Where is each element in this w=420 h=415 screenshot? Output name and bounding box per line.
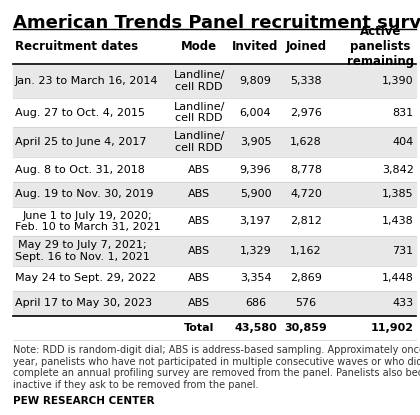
Text: PEW RESEARCH CENTER: PEW RESEARCH CENTER xyxy=(13,396,154,406)
Text: Landline/
cell RDD: Landline/ cell RDD xyxy=(173,132,225,153)
Text: 11,902: 11,902 xyxy=(371,323,414,333)
Text: Joined: Joined xyxy=(285,40,326,53)
Text: 2,812: 2,812 xyxy=(290,217,322,227)
Text: 731: 731 xyxy=(393,246,414,256)
Text: 3,905: 3,905 xyxy=(240,137,271,147)
Text: American Trends Panel recruitment surveys: American Trends Panel recruitment survey… xyxy=(13,14,420,32)
Text: 4,720: 4,720 xyxy=(290,189,322,199)
Text: Recruitment dates: Recruitment dates xyxy=(15,40,138,53)
Text: 9,396: 9,396 xyxy=(240,164,271,175)
Text: 5,900: 5,900 xyxy=(240,189,271,199)
Text: 433: 433 xyxy=(393,298,414,308)
Text: 2,976: 2,976 xyxy=(290,107,322,117)
Text: Landline/
cell RDD: Landline/ cell RDD xyxy=(173,70,225,92)
Text: Aug. 19 to Nov. 30, 2019: Aug. 19 to Nov. 30, 2019 xyxy=(15,189,153,199)
Text: 1,438: 1,438 xyxy=(382,217,414,227)
Text: 3,197: 3,197 xyxy=(240,217,271,227)
Text: 831: 831 xyxy=(393,107,414,117)
Text: Active
panelists
remaining: Active panelists remaining xyxy=(346,25,414,68)
Text: Invited: Invited xyxy=(232,40,279,53)
Text: 30,859: 30,859 xyxy=(285,323,327,333)
Text: May 24 to Sept. 29, 2022: May 24 to Sept. 29, 2022 xyxy=(15,273,156,283)
Text: Note: RDD is random-digit dial; ABS is address-based sampling. Approximately onc: Note: RDD is random-digit dial; ABS is a… xyxy=(13,345,420,390)
Text: Landline/
cell RDD: Landline/ cell RDD xyxy=(173,102,225,123)
Text: 8,778: 8,778 xyxy=(290,164,322,175)
Text: 43,580: 43,580 xyxy=(234,323,277,333)
Text: May 29 to July 7, 2021;
Sept. 16 to Nov. 1, 2021: May 29 to July 7, 2021; Sept. 16 to Nov.… xyxy=(15,240,150,262)
Text: ABS: ABS xyxy=(188,189,210,199)
Text: April 25 to June 4, 2017: April 25 to June 4, 2017 xyxy=(15,137,146,147)
Text: Aug. 8 to Oct. 31, 2018: Aug. 8 to Oct. 31, 2018 xyxy=(15,164,144,175)
Text: 404: 404 xyxy=(392,137,414,147)
Text: 6,004: 6,004 xyxy=(240,107,271,117)
Text: Jan. 23 to March 16, 2014: Jan. 23 to March 16, 2014 xyxy=(15,76,158,86)
Text: Total: Total xyxy=(184,323,214,333)
Text: 576: 576 xyxy=(295,298,317,308)
Text: April 17 to May 30, 2023: April 17 to May 30, 2023 xyxy=(15,298,152,308)
Text: June 1 to July 19, 2020;
Feb. 10 to March 31, 2021: June 1 to July 19, 2020; Feb. 10 to Marc… xyxy=(15,211,160,232)
Text: Mode: Mode xyxy=(181,40,217,53)
Text: 1,390: 1,390 xyxy=(382,76,414,86)
Text: ABS: ABS xyxy=(188,298,210,308)
Text: 3,842: 3,842 xyxy=(382,164,414,175)
Text: ABS: ABS xyxy=(188,273,210,283)
Text: 3,354: 3,354 xyxy=(240,273,271,283)
Text: 1,385: 1,385 xyxy=(382,189,414,199)
Text: 1,628: 1,628 xyxy=(290,137,322,147)
Text: ABS: ABS xyxy=(188,217,210,227)
Text: Aug. 27 to Oct. 4, 2015: Aug. 27 to Oct. 4, 2015 xyxy=(15,107,145,117)
Text: 1,329: 1,329 xyxy=(240,246,271,256)
Text: 2,869: 2,869 xyxy=(290,273,322,283)
Text: ABS: ABS xyxy=(188,164,210,175)
Text: 1,448: 1,448 xyxy=(382,273,414,283)
Text: 686: 686 xyxy=(245,298,266,308)
Text: 9,809: 9,809 xyxy=(239,76,271,86)
Text: 1,162: 1,162 xyxy=(290,246,322,256)
Text: ABS: ABS xyxy=(188,246,210,256)
Text: 5,338: 5,338 xyxy=(290,76,322,86)
